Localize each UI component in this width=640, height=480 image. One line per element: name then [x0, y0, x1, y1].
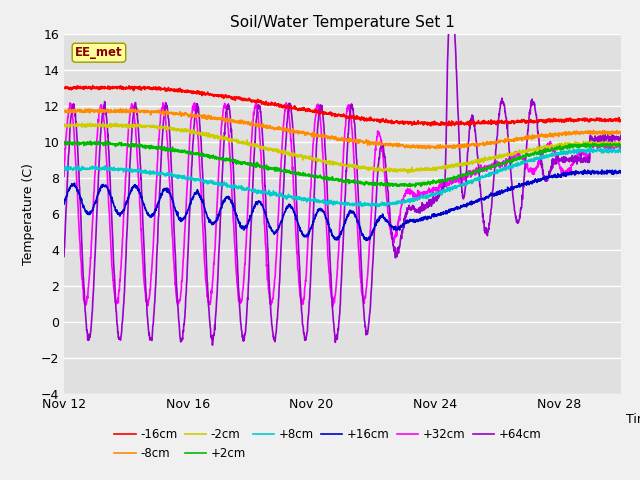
Text: Time: Time [627, 413, 640, 426]
Text: EE_met: EE_met [75, 46, 123, 59]
Y-axis label: Temperature (C): Temperature (C) [22, 163, 35, 264]
Legend: -16cm, -8cm, -2cm, +2cm, +8cm, +16cm, +32cm, +64cm: -16cm, -8cm, -2cm, +2cm, +8cm, +16cm, +3… [115, 428, 541, 460]
Title: Soil/Water Temperature Set 1: Soil/Water Temperature Set 1 [230, 15, 455, 30]
